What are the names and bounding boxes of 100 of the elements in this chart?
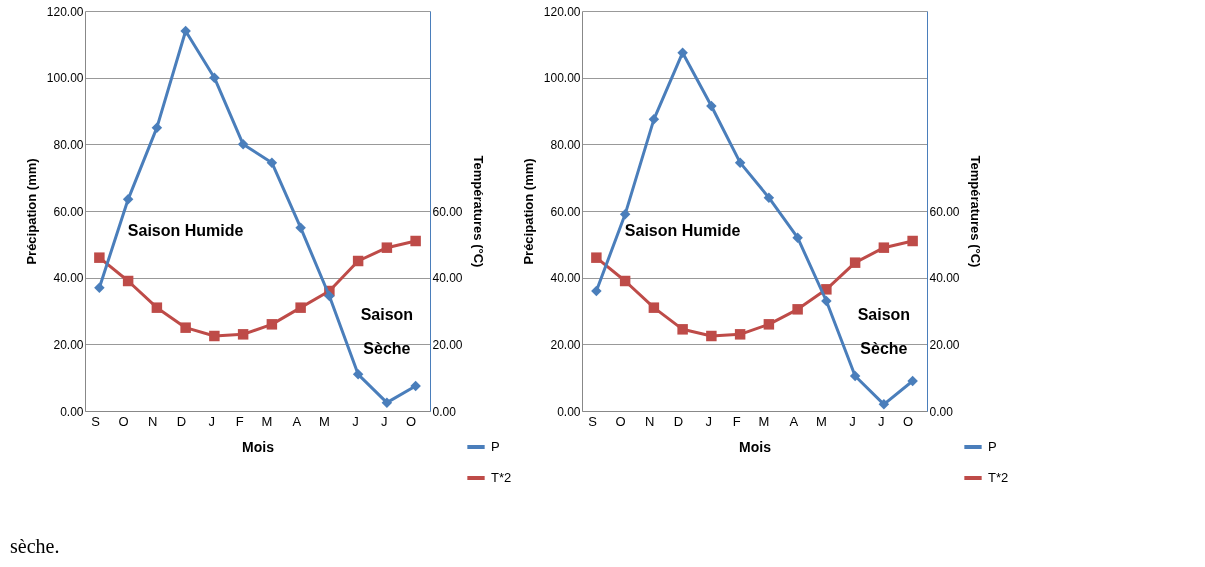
- point: [151, 122, 163, 133]
- legend-label: T*2: [491, 470, 512, 485]
- text: sèche.: [10, 535, 60, 558]
- y-tick-label: 60.00: [550, 204, 581, 219]
- point: [410, 235, 421, 247]
- point: [849, 257, 861, 268]
- x-tick-label: F: [235, 413, 244, 429]
- x-tick-label: N: [644, 413, 655, 429]
- point: [591, 285, 602, 297]
- point: [209, 330, 220, 342]
- point: [677, 324, 688, 335]
- point: [849, 370, 861, 382]
- x-tick-label: A: [292, 413, 302, 429]
- point: [410, 380, 421, 392]
- x-tick-label: S: [91, 413, 101, 429]
- y2-tick-label: 60.00: [929, 204, 960, 219]
- y-tick-label: 80.00: [53, 137, 84, 152]
- x-tick-label: O: [118, 413, 129, 429]
- point: [878, 242, 890, 253]
- point: [122, 194, 134, 205]
- x-tick-label: M: [816, 413, 827, 429]
- annotation: Saison Sèche: [360, 306, 414, 357]
- point: [295, 302, 306, 313]
- x-axis-title: Mois: [739, 438, 772, 455]
- point: [878, 399, 890, 410]
- x-tick-label: O: [615, 413, 626, 429]
- y-tick-label: 100.00: [46, 71, 84, 86]
- point: [381, 242, 393, 253]
- point: [706, 330, 717, 342]
- y-tick-label: 100.00: [543, 71, 581, 86]
- x-tick-label: J: [849, 413, 856, 429]
- point: [151, 302, 163, 313]
- x-tick-label: M: [261, 413, 273, 429]
- point: [266, 319, 278, 330]
- annotation: Saison Humide: [624, 222, 741, 239]
- point: [792, 232, 803, 243]
- x-tick-label: M: [319, 413, 330, 429]
- point: [122, 275, 134, 287]
- legend-label: P: [988, 439, 997, 454]
- x-tick-label: J: [705, 413, 712, 429]
- y-tick-label: 40.00: [550, 271, 581, 286]
- x-tick-label: J: [877, 413, 885, 429]
- x-tick-label: J: [208, 413, 215, 429]
- x-tick-label: S: [588, 413, 598, 429]
- y-tick-label: 0.00: [557, 404, 581, 419]
- point: [907, 375, 918, 387]
- y-tick-label: 60.00: [53, 204, 84, 219]
- point: [352, 255, 364, 267]
- y2-tick-label: 60.00: [432, 204, 463, 219]
- y-axis-title: Précipation (mm): [23, 158, 39, 265]
- point: [734, 157, 746, 168]
- x-tick-label: J: [380, 413, 388, 429]
- x-tick-label: D: [673, 413, 684, 429]
- point: [381, 397, 393, 408]
- point: [792, 304, 803, 315]
- point: [763, 319, 775, 330]
- point: [648, 302, 660, 313]
- y-tick-label: 120.00: [46, 4, 84, 19]
- y2-tick-label: 0.00: [929, 404, 954, 419]
- point: [266, 157, 278, 168]
- point: [591, 252, 602, 263]
- point: [821, 295, 832, 307]
- y-tick-label: 40.00: [53, 271, 84, 286]
- y-tick-label: 20.00: [53, 337, 84, 352]
- point: [237, 329, 249, 340]
- y-axis-title: Précipation (mm): [520, 158, 536, 265]
- y-tick-label: 0.00: [60, 404, 84, 419]
- point: [295, 222, 306, 233]
- legend-label: T*2: [988, 470, 1009, 485]
- point: [734, 329, 746, 340]
- point: [352, 369, 364, 380]
- point: [94, 282, 105, 293]
- y2-tick-label: 0.00: [432, 404, 457, 419]
- x-tick-label: N: [147, 413, 158, 429]
- y2-tick-label: 40.00: [929, 271, 960, 286]
- point: [180, 322, 191, 333]
- point: [619, 275, 631, 287]
- x-tick-label: F: [732, 413, 741, 429]
- point: [619, 209, 631, 220]
- x-tick-label: M: [758, 413, 770, 429]
- y-tick-label: 80.00: [550, 137, 581, 152]
- x-tick-label: A: [789, 413, 799, 429]
- point: [677, 47, 688, 58]
- y-tick-label: 20.00: [550, 337, 581, 352]
- y2-axis-title: Températures (°C): [470, 155, 486, 268]
- x-tick-label: D: [176, 413, 187, 429]
- x-tick-label: O: [406, 413, 417, 429]
- annotation: Saison Humide: [127, 222, 244, 239]
- x-axis-title: Mois: [242, 438, 275, 455]
- point: [180, 25, 191, 37]
- x-tick-label: O: [903, 413, 914, 429]
- y2-axis-title: Températures (°C): [967, 155, 983, 268]
- x-tick-label: J: [352, 413, 359, 429]
- point: [209, 72, 220, 83]
- y2-tick-label: 20.00: [929, 337, 960, 352]
- y2-tick-label: 20.00: [432, 337, 463, 352]
- annotation: Saison Sèche: [857, 306, 911, 357]
- point: [237, 139, 249, 150]
- point: [907, 235, 918, 247]
- legend-label: P: [491, 439, 500, 454]
